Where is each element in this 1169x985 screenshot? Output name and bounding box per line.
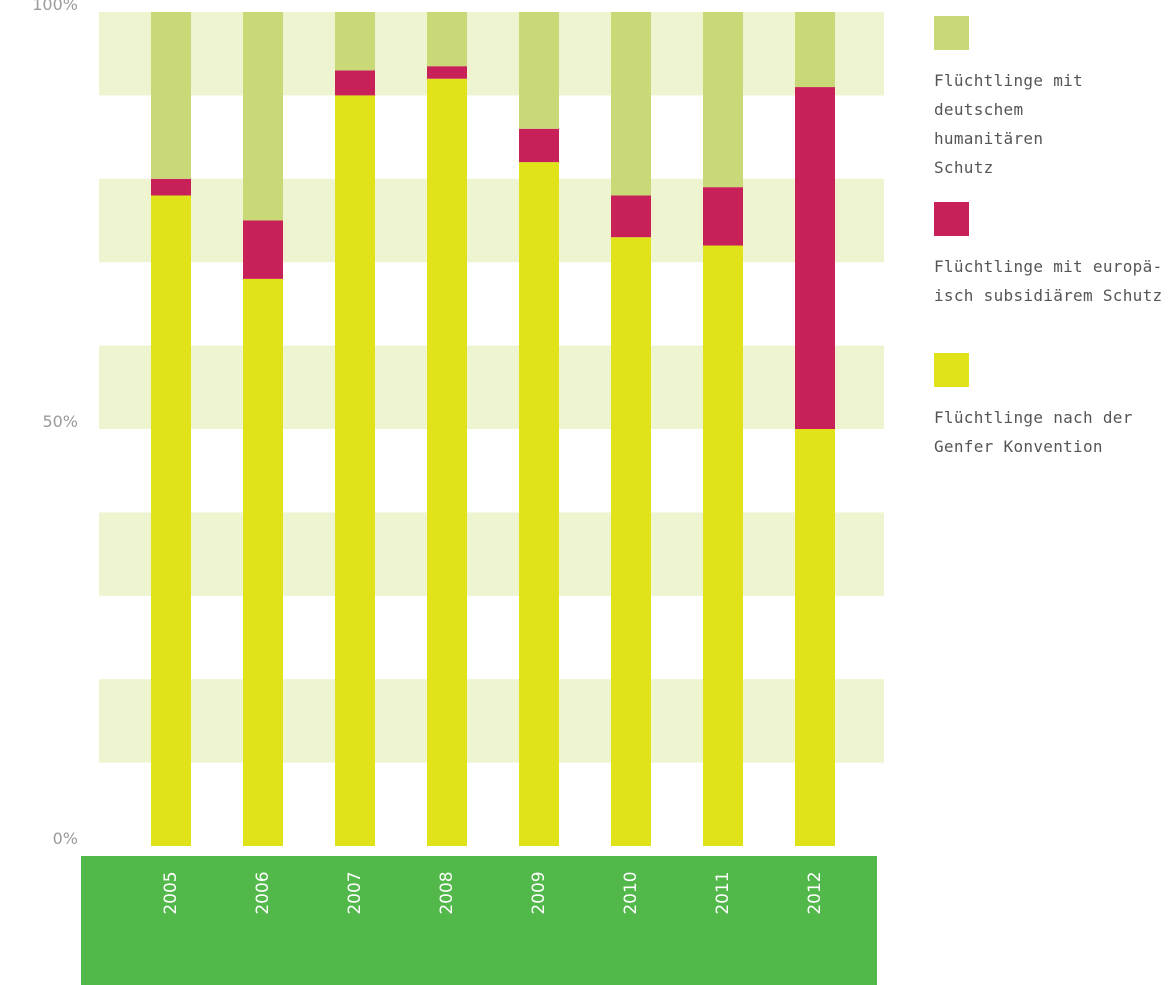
bar-segment-2010-s2 <box>611 12 651 196</box>
legend-item-humanitarian: Flüchtlinge mit deutschem humanitären Sc… <box>934 16 1169 182</box>
x-axis-ticks: 2005 2006 2007 2008 2009 2010 2011 2012 <box>161 871 825 914</box>
x-tick-label: 2005 <box>161 871 181 914</box>
background-band <box>99 679 884 763</box>
legend-label-subsidiary: Flüchtlinge mit europä-isch subsidiärem … <box>934 257 1163 305</box>
x-tick-label: 2012 <box>805 871 825 914</box>
bar-segment-2010-s1 <box>611 195 651 238</box>
bar-segment-2005-s1 <box>151 178 191 196</box>
bar-segment-2012-s0 <box>795 429 835 846</box>
bars <box>151 12 835 847</box>
background-band <box>99 512 884 596</box>
x-tick-label: 2006 <box>253 871 273 914</box>
bar-segment-2006-s0 <box>243 278 283 846</box>
x-tick-label: 2008 <box>437 871 457 914</box>
background-band <box>99 12 884 96</box>
x-tick-label: 2007 <box>345 871 365 914</box>
legend-swatch-geneva <box>934 353 969 387</box>
bar-segment-2011-s0 <box>703 245 743 846</box>
stacked-bar-chart: 0%50%100% 2005 2006 2007 2008 2009 2010 2011 20… <box>32 0 884 985</box>
x-axis-band <box>81 856 877 985</box>
legend-label-geneva: Flüchtlinge nach der Genfer Konvention <box>934 408 1133 456</box>
bar-segment-2005-s0 <box>151 195 191 847</box>
x-tick-label: 2010 <box>621 871 641 914</box>
bar-segment-2005-s2 <box>151 12 191 179</box>
y-tick-label: 100% <box>32 0 78 14</box>
bar-segment-2006-s1 <box>243 220 283 279</box>
legend-item-subsidiary: Flüchtlinge mit europä-isch subsidiärem … <box>934 202 1169 310</box>
x-tick-label: 2011 <box>713 871 733 914</box>
legend-label-humanitarian: Flüchtlinge mit deutschem humanitären Sc… <box>934 71 1083 177</box>
bar-segment-2012-s1 <box>795 87 835 429</box>
bar-segment-2008-s1 <box>427 66 467 79</box>
bar-segment-2007-s2 <box>335 12 375 71</box>
background-bands <box>99 12 884 763</box>
legend-item-geneva: Flüchtlinge nach der Genfer Konvention <box>934 353 1169 461</box>
y-tick-label: 50% <box>42 412 78 431</box>
y-tick-label: 0% <box>53 829 78 848</box>
x-tick-label: 2009 <box>529 871 549 914</box>
y-axis-ticks: 0% 50% 100% <box>32 0 78 848</box>
bar-segment-2007-s1 <box>335 70 375 96</box>
background-band <box>99 178 884 263</box>
bar-segment-2007-s0 <box>335 95 375 846</box>
bar-segment-2011-s2 <box>703 12 743 188</box>
legend-swatch-humanitarian <box>934 16 969 50</box>
bar-segment-2009-s1 <box>519 128 559 163</box>
bar-segment-2008-s0 <box>427 78 467 847</box>
bar-segment-2010-s0 <box>611 237 651 846</box>
bar-segment-2009-s0 <box>519 162 559 846</box>
bar-segment-2006-s2 <box>243 12 283 221</box>
legend-swatch-subsidiary <box>934 202 969 236</box>
bar-segment-2009-s2 <box>519 12 559 129</box>
bar-segment-2011-s1 <box>703 187 743 246</box>
bar-segment-2012-s2 <box>795 12 835 88</box>
bar-segment-2008-s2 <box>427 12 467 67</box>
background-band <box>99 345 884 429</box>
